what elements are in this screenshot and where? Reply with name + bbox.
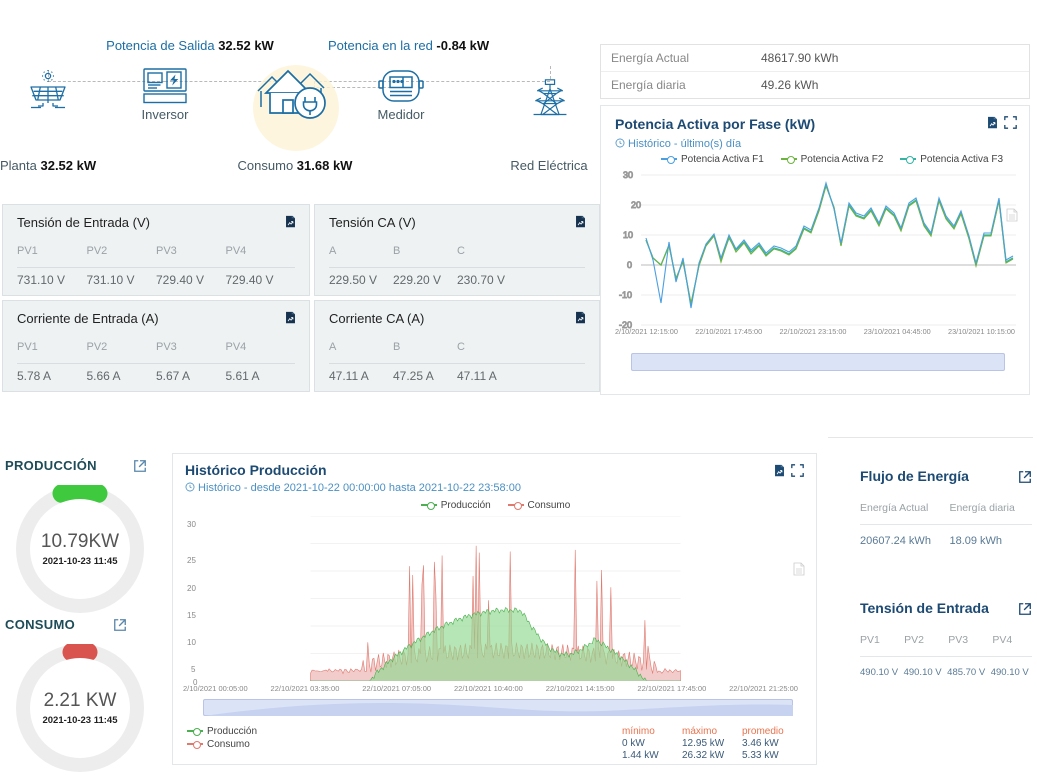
svg-text:0: 0	[627, 260, 632, 270]
svg-text:-10: -10	[619, 290, 632, 300]
svg-text:30: 30	[623, 170, 633, 180]
svg-text:10: 10	[623, 230, 633, 240]
svg-text:20: 20	[631, 200, 641, 210]
